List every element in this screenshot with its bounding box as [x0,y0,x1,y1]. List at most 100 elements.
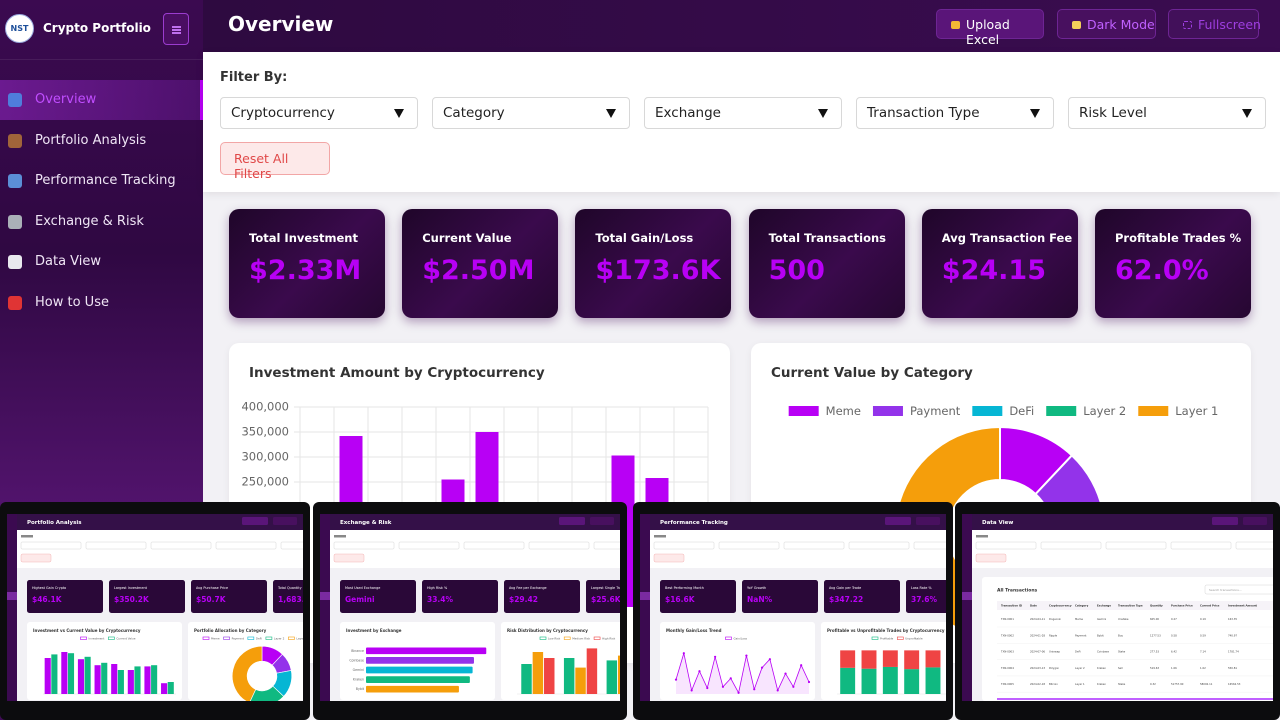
mini-legend-swatch [539,636,547,640]
mini-kpi-value: $16.6K [665,595,696,604]
mini-cell: 2024-04-11 [1030,617,1045,621]
kpi-label: Total Gain/Loss [595,231,694,245]
mini-table-header [997,601,1273,610]
screen: Portfolio Analysis Highest Gain Crypto $46… [7,514,310,701]
filter-select[interactable]: Cryptocurrency [220,97,418,129]
mini-cell: Polygon [1049,666,1060,670]
nav-item[interactable]: Performance Tracking [0,161,203,201]
filter-select[interactable]: Category [432,97,630,129]
header-button[interactable]: Upload Excel [936,9,1044,47]
nav-item[interactable]: Portfolio Analysis [0,121,203,161]
bar-segment [925,667,941,694]
mini-chart-title: Investment vs Current Value by Cryptocur… [33,628,141,633]
top-bar: Overview Upload Excel Dark Mode Fullscreen [203,0,1280,52]
mini-legend-swatch [108,636,115,640]
bar-segment [925,650,941,668]
mini-scroll-indicator [997,698,1273,700]
mini-cell: Coinbase [1097,650,1109,654]
mini-cell: 7.14 [1200,650,1206,654]
mini-sidebar [962,514,972,701]
mini-kpi-value: NaN% [747,595,773,604]
mini-legend-label: Current Value [116,637,135,641]
mini-cell: 2024-02-18 [1030,682,1045,686]
mini-sidebar-active [320,592,330,600]
screenshot-thumbnail: Portfolio Analysis Highest Gain Crypto $46… [0,502,310,720]
chart-title: Current Value by Category [771,365,973,381]
kpi-label: Profitable Trades % [1115,231,1242,245]
legend-swatch [1138,406,1169,416]
mini-cell: 0.19 [1200,617,1206,621]
mini-cell: 2024-03-13 [1030,666,1045,670]
mini-kpi-value: 1,683.1 [278,595,310,604]
mini-legend-label: Investment [89,637,106,641]
mini-kpi-value: Gemini [345,595,375,604]
mini-select [975,541,1037,550]
mini-button [885,517,911,525]
mini-select [333,541,395,550]
mini-sidebar [320,514,330,701]
nav-item[interactable]: Data View [0,242,203,282]
button-icon [1183,21,1192,29]
select-arrow [818,109,828,118]
mini-column-header: Investment Amount [1228,604,1258,608]
bar [161,683,168,694]
mini-legend-label: Layer 1 [296,637,307,641]
nav-label: How to Use [35,295,109,310]
mini-title: Portfolio Analysis [27,520,82,526]
bar [84,656,91,694]
nav-item[interactable]: Exchange & Risk [0,202,203,242]
menu-button[interactable] [163,13,189,45]
legend-label: DeFi [1009,404,1034,418]
mini-kpi-value: 33.4% [427,595,454,604]
mini-legend-swatch [202,636,210,640]
select-label: Transaction Type [867,105,980,121]
mini-column-header: Purchase Price [1171,604,1193,608]
mini-cell: 1277.53 [1150,633,1161,637]
mini-select [848,541,910,550]
mini-cell: 2024-07-06 [1030,650,1045,654]
mini-legend-swatch [80,636,87,640]
mini-select [1040,541,1102,550]
bar [51,654,58,694]
line-point [807,680,811,684]
filter-select[interactable]: Transaction Type [856,97,1054,129]
mini-title: Exchange & Risk [340,520,392,526]
line-point [784,672,787,675]
mini-kpi-value: $350.2K [114,595,150,604]
bar [101,662,108,694]
screenshot-thumbnail: Data View All Transactions Search transact… [955,502,1280,720]
mini-kpi-card [422,580,498,613]
mini-cell: 163.35 [1228,617,1237,621]
mini-kpi-value: $46.1K [32,595,63,604]
mini-cell: 0.59 [1200,633,1206,637]
header-button[interactable]: Dark Mode [1057,9,1156,39]
filter-select[interactable]: Risk Level [1068,97,1266,129]
button-label: Upload Excel [966,17,1010,47]
nav-icon [8,296,22,310]
nav-icon [8,214,22,229]
line-point [745,654,748,657]
mini-sidebar-active [640,592,650,600]
mini-cell: 740.97 [1228,633,1237,637]
mini-column-header: Current Price [1200,604,1220,608]
mini-legend-label: Profitable [880,637,894,641]
mini-reset [975,553,1007,563]
kpi-value: 62.0% [1115,255,1209,286]
mini-select [528,541,590,550]
bar [94,665,101,694]
nav-item[interactable]: How to Use [0,283,203,323]
reset-button[interactable]: Reset All Filters [220,142,330,181]
mini-cell: 2024-01-28 [1030,633,1045,637]
screen: Performance Tracking Best Performing Mont… [640,514,946,701]
nav-item[interactable]: Overview [0,80,203,120]
mini-button [273,517,297,525]
header-button[interactable]: Fullscreen [1168,9,1261,39]
mini-cell: Uniswap [1049,650,1060,654]
mini-legend-label: Payment [232,637,245,641]
nav-label: Exchange & Risk [35,213,144,229]
brand: Crypto Portfolio [43,21,151,35]
mini-column-header: Transaction Type [1118,604,1143,608]
mini-chart-title: Investment by Exchange [346,628,402,633]
filter-select[interactable]: Exchange [644,97,842,129]
bar [366,676,470,683]
